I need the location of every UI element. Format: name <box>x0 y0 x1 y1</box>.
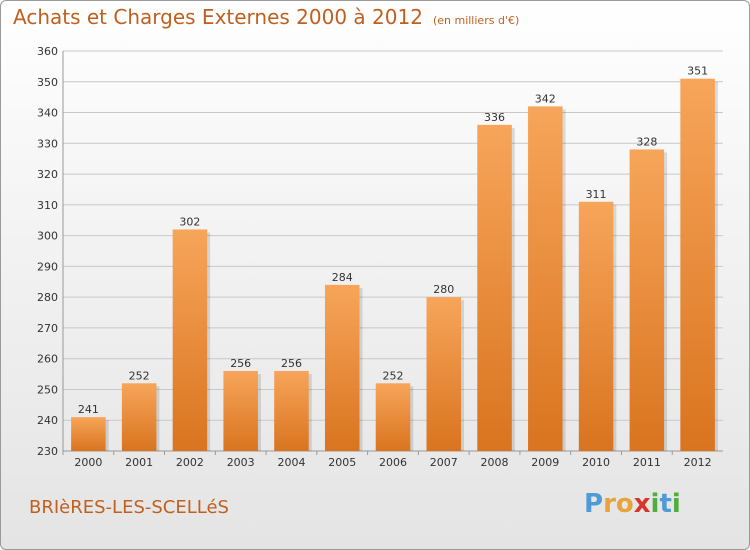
y-tick-label: 360 <box>37 45 58 58</box>
logo-letter: i <box>671 489 681 519</box>
logo-letter: t <box>659 489 672 519</box>
y-tick-label: 270 <box>37 322 58 335</box>
value-label: 256 <box>281 357 302 370</box>
x-tick-label: 2006 <box>379 456 407 469</box>
value-label: 336 <box>484 111 505 124</box>
proxiti-logo[interactable]: Proxiti <box>584 489 681 519</box>
y-tick-label: 340 <box>37 107 58 120</box>
y-tick-label: 310 <box>37 199 58 212</box>
x-tick-label: 2003 <box>227 456 255 469</box>
y-tick-label: 280 <box>37 291 58 304</box>
bar-2009[interactable] <box>528 106 563 451</box>
chart-subtitle: (en milliers d'€) <box>432 14 520 27</box>
bar-2001[interactable] <box>121 383 157 451</box>
bar-2003[interactable] <box>223 371 258 451</box>
value-label: 241 <box>78 403 99 416</box>
bar-2006[interactable] <box>375 383 411 451</box>
bar-2000[interactable] <box>71 417 106 451</box>
x-tick-label: 2001 <box>125 456 153 469</box>
value-label: 351 <box>687 65 708 78</box>
logo-letter: x <box>633 489 651 519</box>
logo-letter: o <box>615 489 634 519</box>
y-tick-label: 240 <box>37 414 58 427</box>
y-tick-label: 290 <box>37 260 58 273</box>
bar-2010[interactable] <box>578 201 614 451</box>
x-tick-label: 2000 <box>74 456 102 469</box>
chart-title-text: Achats et Charges Externes 2000 à 2012 <box>13 5 423 29</box>
x-tick-label: 2012 <box>684 456 712 469</box>
logo-letter: r <box>603 489 616 519</box>
labels: 230 240 250 260 270 280 290 300 310 320 330 340 350 3… <box>37 45 712 469</box>
value-label: 342 <box>535 92 556 105</box>
bar-2007[interactable] <box>426 297 462 451</box>
x-tick-label: 2004 <box>277 456 305 469</box>
y-tick-label: 230 <box>37 445 58 458</box>
value-label: 311 <box>586 188 607 201</box>
value-label: 328 <box>636 135 657 148</box>
bar-2004[interactable] <box>274 371 309 451</box>
commune-name: BRIèRES-LES-SCELLéS <box>29 497 229 518</box>
y-tick-label: 300 <box>37 230 58 243</box>
value-label: 284 <box>332 271 353 284</box>
y-tick-label: 260 <box>37 353 58 366</box>
value-label: 280 <box>433 283 454 296</box>
x-tick-label: 2002 <box>176 456 204 469</box>
y-tick-label: 330 <box>37 137 58 150</box>
bar-2005[interactable] <box>324 284 360 451</box>
x-tick-label: 2011 <box>633 456 661 469</box>
bar-2008[interactable] <box>477 124 512 451</box>
x-tick-label: 2009 <box>531 456 559 469</box>
value-label: 302 <box>179 215 200 228</box>
y-tick-label: 350 <box>37 76 58 89</box>
x-tick-label: 2005 <box>328 456 356 469</box>
logo-letter: i <box>650 489 660 519</box>
value-label: 256 <box>230 357 251 370</box>
x-tick-label: 2010 <box>582 456 610 469</box>
value-label: 252 <box>129 369 150 382</box>
value-label: 252 <box>383 369 404 382</box>
bar-2002[interactable] <box>172 229 208 451</box>
x-tick-label: 2007 <box>430 456 458 469</box>
bars <box>71 78 718 451</box>
chart-title: Achats et Charges Externes 2000 à 2012 (e… <box>13 5 519 29</box>
bar-2012[interactable] <box>680 78 715 451</box>
y-tick-label: 250 <box>37 383 58 396</box>
logo-letter: P <box>584 489 604 519</box>
y-tick-label: 320 <box>37 168 58 181</box>
bar-2011[interactable] <box>629 149 665 451</box>
x-tick-label: 2008 <box>481 456 509 469</box>
